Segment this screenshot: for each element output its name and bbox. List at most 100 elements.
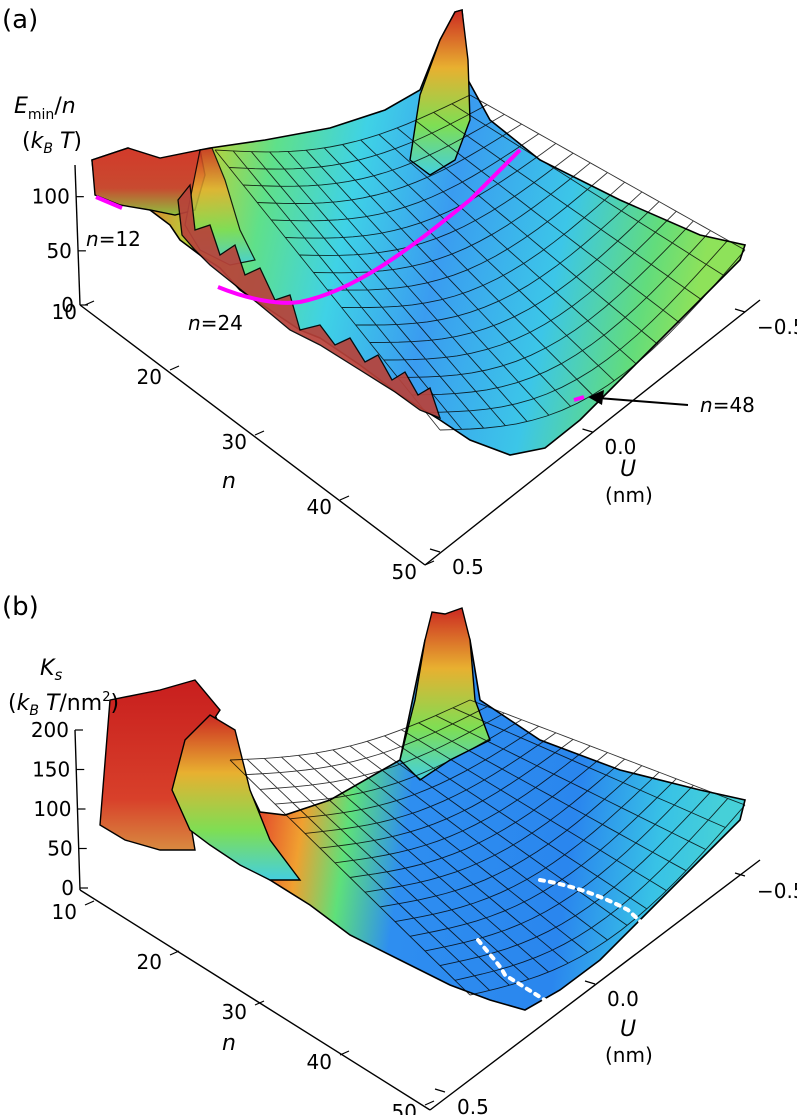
a-n-tick-label: 10 [52, 300, 77, 324]
a-grid-line [451, 103, 724, 276]
b-n-tick-label: 20 [137, 950, 162, 974]
a-n-tick-label: 20 [137, 365, 162, 389]
yunit-b: (nm) [605, 1043, 653, 1067]
a-u-tick-2 [429, 548, 441, 553]
annotation-n12: n=12 [86, 227, 141, 251]
a-grid-line [396, 127, 659, 345]
a-grid-line [469, 94, 746, 251]
b-grid-line [469, 699, 746, 806]
highlight-n24 [217, 148, 522, 305]
a-grid-line [269, 151, 506, 426]
a-grid-line [378, 134, 637, 365]
xlabel-b: n [222, 1031, 236, 1056]
b-u-tick-1 [584, 980, 596, 985]
u-axis-a [424, 299, 761, 566]
zlabel-a-unit: (kB T) [22, 129, 82, 157]
a-u-tick-0 [734, 308, 746, 313]
a-z-tick-label: 0 [61, 293, 74, 317]
panel-a: (a) 0 50 100 10 20 30 40 50 −0.5 0.0 0.5 Emin/n (k… [2, 5, 797, 584]
annotation-n48: n=48 [700, 393, 755, 417]
a-u-tick-label: −0.5 [757, 315, 797, 339]
surface-a-grid [214, 94, 746, 431]
a-n-tick-label: 50 [392, 560, 417, 584]
a-u-tick-label: 0.5 [452, 555, 484, 579]
a-grid-line [342, 144, 593, 396]
b-n-tick-0 [84, 900, 95, 906]
a-n-tick-0 [84, 300, 95, 306]
surface-b-body [169, 608, 746, 1011]
b-z-tick-label: 50 [47, 837, 72, 861]
b-u-tick-0 [734, 872, 746, 877]
zlabel-b: Ks [40, 656, 62, 684]
a-u-tick-label: 0.0 [605, 435, 637, 459]
a-z-tick-label: 50 [46, 239, 71, 263]
a-n-tick-label: 40 [307, 495, 332, 519]
b-z-tick-label: 100 [33, 797, 71, 821]
a-n-tick-4 [424, 560, 435, 566]
b-grid-line [246, 758, 490, 991]
a-n-tick-label: 30 [222, 430, 247, 454]
b-n-tick-2 [254, 1000, 265, 1006]
b-grid-line [298, 755, 549, 973]
a-grid-line [305, 149, 550, 416]
b-n-tick-4 [424, 1100, 435, 1106]
b-grid-line [366, 740, 628, 926]
n-axis-b [79, 889, 431, 1111]
b-n-tick-label: 10 [52, 900, 77, 924]
ylabel-a: U [620, 457, 636, 482]
u-axis-b [429, 859, 761, 1111]
surface-a-jagged-edge [177, 183, 442, 420]
a-grid-line [323, 147, 572, 407]
ticks-a: 0 50 100 10 20 30 40 50 −0.5 0.0 0.5 [32, 185, 797, 584]
b-z-tick-label: 150 [32, 758, 70, 782]
a-z-tick-label: 100 [32, 185, 70, 209]
b-grid-line [332, 749, 589, 953]
b-z-tick-label: 0 [61, 876, 74, 900]
b-z-tick-label: 200 [31, 718, 69, 742]
b-grid-line [418, 722, 687, 872]
a-grid-line [433, 112, 702, 300]
b-u-tick-2 [434, 1088, 446, 1093]
b-grid-line [435, 715, 706, 850]
b-grid-line [349, 745, 608, 941]
highlight-n12 [95, 195, 123, 210]
a-n-tick-1 [169, 365, 180, 371]
surface-b-grid [229, 699, 746, 996]
b-n-tick-label: 30 [222, 1000, 247, 1024]
a-grid-line [251, 151, 484, 429]
a-u-tick-1 [582, 428, 593, 433]
xlabel-a: n [222, 469, 236, 494]
axes-a [74, 164, 761, 566]
axes-b [74, 729, 761, 1111]
panel-b-label: (b) [2, 592, 39, 622]
n-axis-a [79, 304, 426, 566]
yunit-a: (nm) [605, 483, 653, 507]
b-n-tick-label: 50 [392, 1100, 417, 1115]
ylabel-b: U [620, 1017, 636, 1042]
zlabel-a: Emin/n [14, 94, 76, 123]
z-axis-b [74, 729, 81, 891]
panel-a-label: (a) [2, 5, 38, 35]
b-u-tick-label: 0.5 [457, 1095, 489, 1115]
b-grid-line [452, 707, 726, 828]
surface-a-peak [409, 9, 471, 176]
a-grid-line [360, 139, 615, 382]
surface-b-front-ridge [171, 714, 302, 881]
b-grid-line [401, 729, 667, 891]
b-grid-line [281, 756, 530, 980]
b-n-tick-1 [169, 950, 180, 956]
dotted-line-2 [476, 938, 550, 1004]
b-u-tick-label: −0.5 [757, 879, 797, 903]
b-grid-line [229, 759, 471, 996]
b-grid-line [263, 758, 510, 986]
b-n-tick-3 [339, 1050, 350, 1056]
z-axis-a [74, 164, 81, 306]
b-grid-line [384, 735, 648, 910]
a-n-tick-3 [339, 495, 350, 501]
b-grid-line [315, 752, 569, 964]
zlabel-b-unit: (kB T/nm2) [8, 690, 119, 719]
a-n-tick-2 [254, 430, 265, 436]
annotation-n24: n=24 [188, 311, 243, 335]
